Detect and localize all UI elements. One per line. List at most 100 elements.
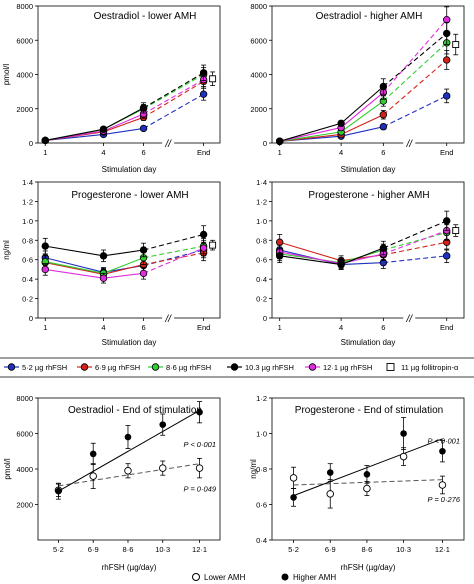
series-line-dashed	[382, 42, 448, 102]
x-tick-label: 6·9	[325, 545, 336, 554]
p-value-annotation: P = 0·276	[428, 495, 461, 504]
data-point	[326, 469, 334, 476]
plot-frame	[271, 397, 465, 541]
y-tick-label: 8000	[16, 394, 33, 403]
data-point	[124, 467, 132, 475]
data-point	[337, 119, 345, 128]
x-tick-label: 6	[381, 148, 385, 157]
axis-break-gap	[162, 314, 175, 322]
x-axis-label: rhFSH (µg/day)	[102, 563, 157, 572]
lower-amh-label: Lower AMH	[204, 573, 246, 582]
data-point	[290, 494, 297, 501]
y-tick-label: 4000	[16, 465, 33, 474]
p-value-annotation: P = 0·049	[184, 485, 217, 494]
y-tick-label: 0·8	[256, 236, 267, 245]
data-point	[443, 92, 451, 100]
x-tick-label: 4	[339, 148, 343, 157]
axis-break-gap	[403, 314, 416, 322]
data-point	[452, 41, 460, 48]
panel-title: Oestradiol - End of stimulation	[68, 405, 202, 416]
axis-break-mark: //	[164, 139, 172, 150]
axis-break-mark: //	[405, 314, 413, 325]
x-tick-label: 6	[141, 323, 145, 332]
y-tick-label: 2000	[250, 105, 267, 114]
legend-label: 10.3 µg rhFSH	[245, 363, 294, 372]
y-axis-label: pmol/l	[2, 64, 11, 86]
y-tick-label: 1·0	[22, 217, 33, 226]
x-tick-label: 1	[43, 323, 47, 332]
x-tick-label: End	[197, 148, 210, 157]
series-line	[45, 245, 144, 257]
x-tick-label: 6	[381, 323, 385, 332]
chart-oestradiol-end: Oestradiol - End of stimulation pmol/l r…	[3, 394, 221, 572]
y-tick-label: 8000	[250, 2, 267, 11]
chart-progesterone-higher: Progesterone - higher AMH Stimulation da…	[256, 178, 465, 347]
y-axis-label: ng/ml	[2, 240, 11, 260]
data-point	[289, 474, 298, 482]
axis-break-gap	[403, 139, 416, 147]
y-axis-label: ng/ml	[249, 459, 258, 479]
panel-title: Progesterone - higher AMH	[308, 190, 429, 201]
x-tick-label: 4	[339, 323, 343, 332]
x-tick-label: End	[197, 323, 210, 332]
data-point	[139, 269, 148, 278]
data-point	[196, 408, 203, 416]
data-point	[199, 230, 208, 239]
y-tick-label: 2000	[16, 501, 33, 510]
y-tick-label: 1·2	[22, 197, 33, 206]
data-point	[199, 69, 208, 77]
regression-line	[293, 438, 443, 497]
panel-title: Progesterone - End of stimulation	[295, 405, 443, 416]
y-tick-label: 0·8	[22, 236, 33, 245]
y-tick-label: 6000	[16, 36, 33, 45]
data-point	[439, 447, 446, 455]
data-point	[363, 471, 371, 478]
y-tick-label: 1·0	[256, 430, 267, 439]
series-line-dashed	[143, 245, 204, 259]
regression-line	[58, 409, 200, 492]
legend-marker	[80, 363, 89, 371]
data-point	[199, 244, 208, 252]
data-point	[399, 452, 408, 461]
series-line	[45, 113, 144, 141]
x-tick-label: 4	[101, 323, 105, 332]
data-point	[41, 265, 49, 274]
legend-label: 8·6 µg rhFSH	[166, 363, 211, 372]
y-tick-label: 6000	[16, 430, 33, 439]
chart-oestradiol-lower: Oestradiol - lower AMH pmol/l Stimulatio…	[2, 2, 221, 174]
y-tick-label: 1·0	[256, 217, 267, 226]
series-line-dashed	[383, 241, 447, 256]
y-tick-label: 1·4	[256, 178, 267, 187]
y-tick-label: 0·8	[256, 465, 267, 474]
y-tick-label: 6000	[250, 36, 267, 45]
axis-break-mark: //	[164, 314, 172, 325]
series-line-dashed	[383, 59, 448, 116]
x-tick-label: 4	[101, 148, 105, 157]
y-tick-label: 0·6	[256, 501, 267, 510]
data-point	[99, 252, 108, 260]
lower-amh-marker	[192, 573, 200, 581]
panel-title: Progesterone - lower AMH	[71, 190, 188, 201]
axis-break-gap	[162, 139, 175, 147]
data-point	[337, 260, 345, 269]
series-line-dashed	[143, 80, 204, 118]
x-tick-label: End	[440, 323, 453, 332]
y-tick-label: 0·2	[22, 295, 33, 304]
x-tick-label: 10·3	[396, 545, 411, 554]
data-point	[139, 124, 148, 133]
y-tick-label: 0·4	[256, 275, 267, 284]
panel-title: Oestradiol - higher AMH	[316, 11, 423, 22]
data-point	[124, 433, 132, 441]
y-tick-label: 1·2	[256, 394, 267, 403]
y-tick-label: 1·4	[22, 178, 33, 187]
data-point	[159, 421, 167, 428]
y-tick-label: 0	[263, 314, 267, 323]
data-point	[443, 29, 451, 38]
regression-line	[293, 479, 443, 486]
data-point	[89, 472, 97, 480]
x-tick-label: End	[440, 148, 453, 157]
chart-progesterone-lower: Progesterone - lower AMH ng/ml Stimulati…	[2, 178, 221, 347]
chart-progesterone-end: Progesterone - End of stimulation ng/ml …	[249, 394, 465, 572]
x-tick-label: 12·1	[192, 545, 207, 554]
